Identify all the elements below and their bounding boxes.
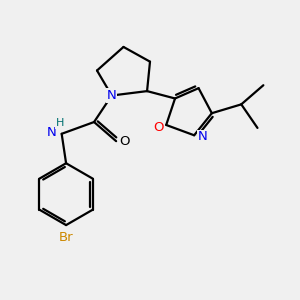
Text: O: O xyxy=(119,135,130,148)
Text: N: N xyxy=(107,89,117,102)
Text: Br: Br xyxy=(59,231,74,244)
Text: H: H xyxy=(56,118,64,128)
Text: O: O xyxy=(154,122,164,134)
Text: N: N xyxy=(198,130,208,143)
Text: N: N xyxy=(46,126,56,139)
